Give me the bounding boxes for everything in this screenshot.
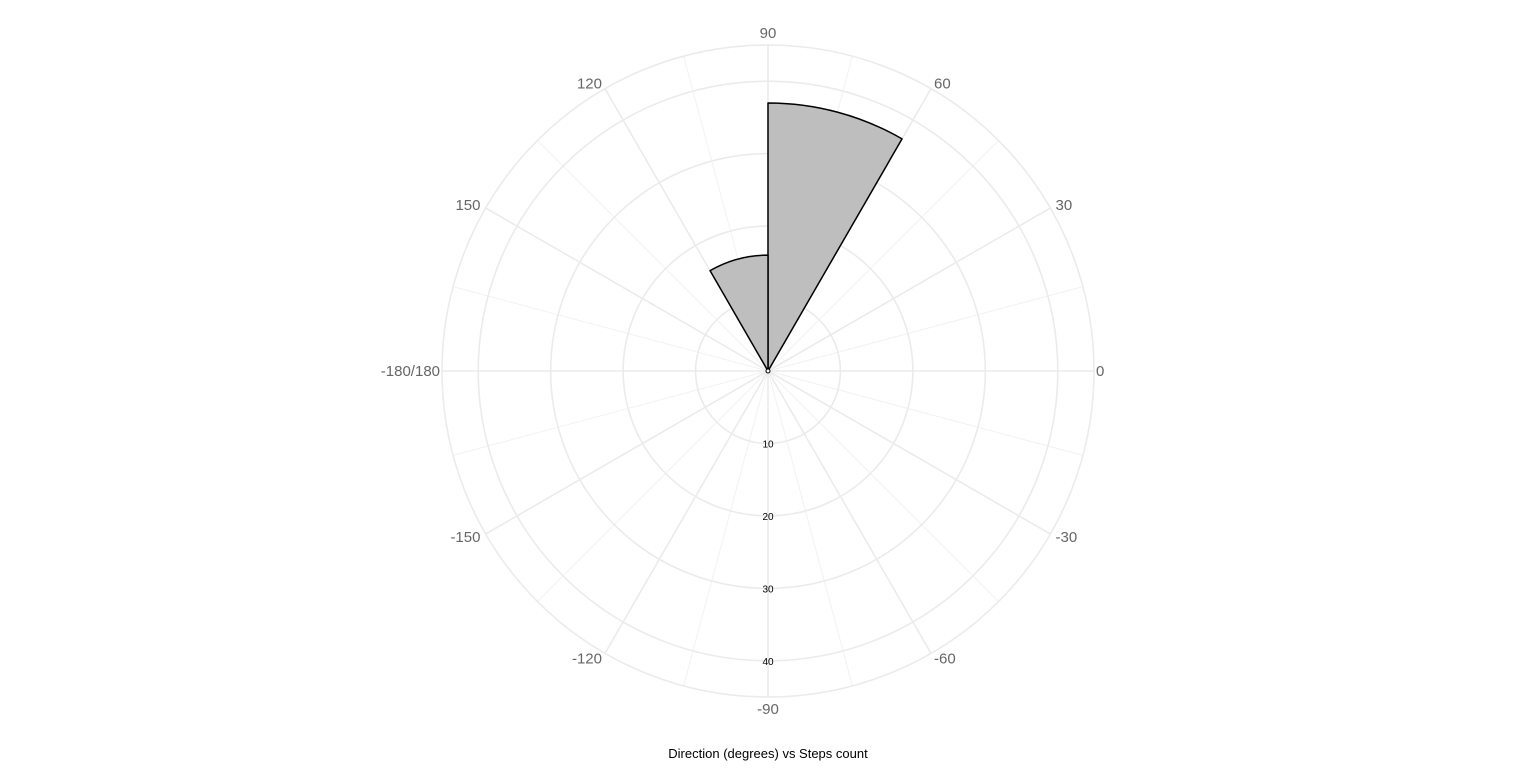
bar-0	[767, 102, 903, 372]
angular-tick-label: 120	[577, 75, 602, 92]
minor-gridline	[767, 370, 999, 602]
angular-tick-label: -150	[450, 529, 480, 546]
minor-gridline	[452, 370, 769, 456]
chart-title: Direction (degrees) vs Steps count	[668, 746, 868, 761]
major-gridline	[485, 370, 769, 535]
minor-gridline	[767, 370, 1084, 456]
angular-tick-label: 0	[1096, 363, 1104, 380]
major-gridline	[767, 370, 932, 654]
radial-tick-label: 30	[762, 584, 774, 595]
center-point	[765, 368, 771, 374]
minor-gridline	[537, 140, 769, 372]
radial-gridline	[441, 44, 1095, 698]
radial-tick-label: 40	[762, 657, 774, 668]
minor-gridline	[767, 140, 999, 372]
axis-labels: 0 30 60 90 120 150 -180/180 -150 -120 -90 -60 -30 10…	[381, 25, 1105, 718]
bars	[709, 102, 903, 374]
angular-tick-label: -90	[757, 701, 779, 718]
minor-gridline	[452, 286, 769, 372]
angular-tick-label: -120	[572, 651, 602, 668]
angular-tick-label: 150	[455, 197, 480, 214]
major-gridline	[485, 207, 769, 372]
major-gridline	[767, 207, 1051, 372]
radial-tick-label: 10	[762, 439, 774, 450]
grid	[441, 44, 1095, 698]
radial-tick-label: 20	[762, 512, 774, 523]
minor-gridline	[683, 370, 769, 687]
angular-tick-label: -180/180	[381, 363, 440, 380]
radial-gridline	[477, 80, 1059, 662]
angular-tick-label: 30	[1056, 197, 1073, 214]
minor-gridline	[767, 370, 853, 687]
major-gridline	[767, 370, 1051, 535]
angular-tick-label: -60	[934, 651, 956, 668]
minor-gridline	[767, 286, 1084, 372]
angular-tick-label: -30	[1056, 529, 1078, 546]
angular-tick-label: 90	[760, 25, 777, 42]
bar-1	[709, 254, 769, 372]
angular-tick-label: 60	[934, 75, 951, 92]
major-gridline	[604, 370, 769, 654]
minor-gridline	[537, 370, 769, 602]
